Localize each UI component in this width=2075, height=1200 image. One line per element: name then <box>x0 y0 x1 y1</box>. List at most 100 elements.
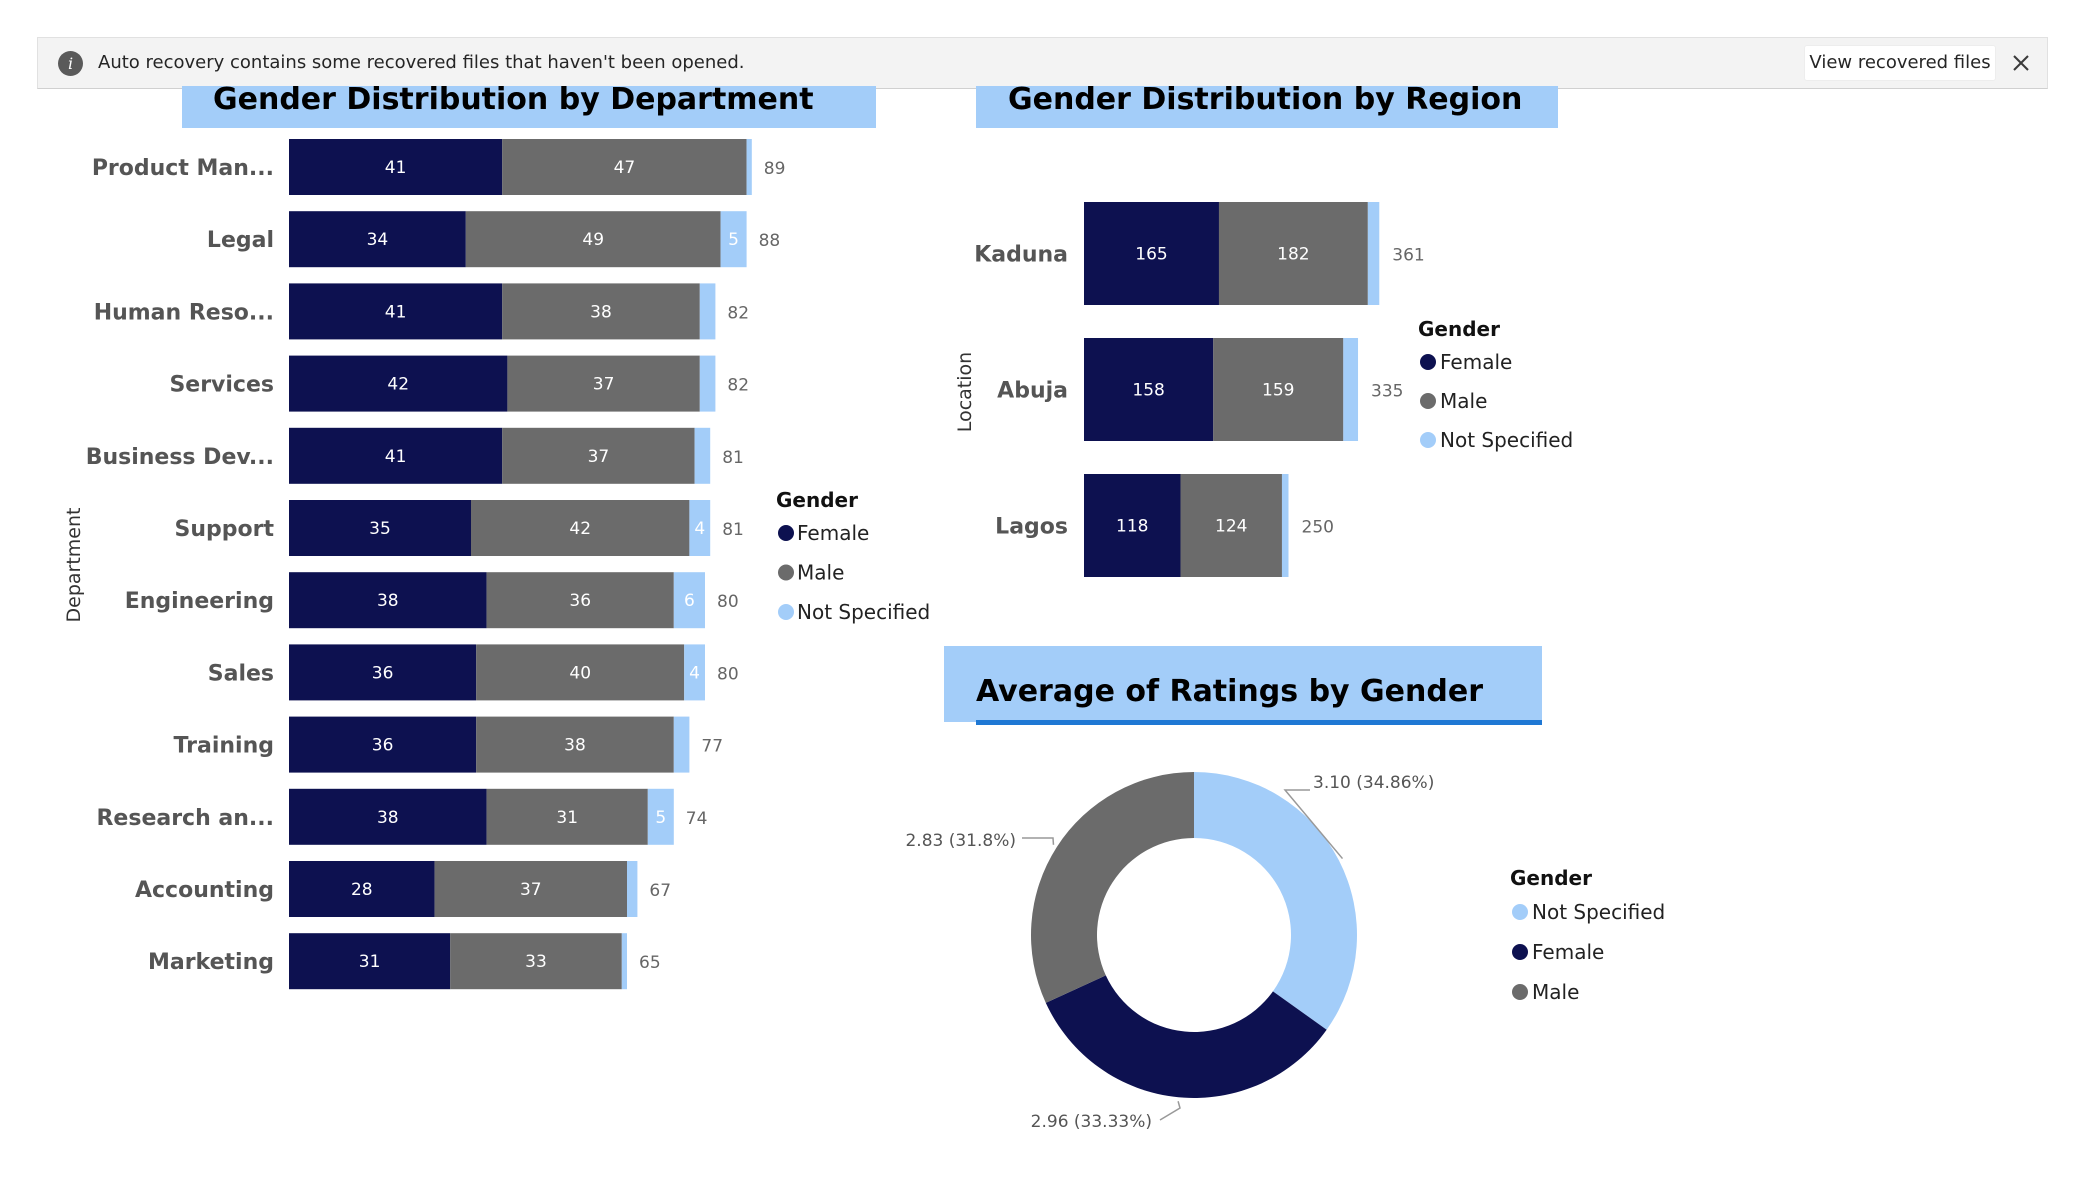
recovery-message: Auto recovery contains some recovered fi… <box>98 52 745 73</box>
donut-leader-line <box>1283 789 1344 860</box>
region-legend-item: Not Specified <box>1440 428 1573 452</box>
department-title-banner <box>182 86 876 128</box>
department-bar-female <box>289 716 477 773</box>
region-title-banner <box>976 86 1558 128</box>
department-bar-not-specified <box>689 500 711 556</box>
region-legend-title: Gender <box>1418 317 1500 341</box>
region-bar-chart: Kaduna 165 182 361 Abuja 158 159 335 Lagos 118 124… <box>954 202 1573 577</box>
view-recovered-files-button[interactable]: View recovered files <box>1804 45 1996 81</box>
region-category-label: Lagos <box>995 515 1068 540</box>
region-bar-female <box>1084 338 1214 441</box>
region-legend-marker <box>1420 393 1436 409</box>
region-legend-item: Female <box>1440 350 1512 374</box>
ratings-legend-title: Gender <box>1510 866 1592 890</box>
department-category-label: Product Man... <box>92 156 274 181</box>
department-category-label: Engineering <box>125 589 274 614</box>
department-category-label: Research an... <box>96 806 274 831</box>
department-category-label: Accounting <box>135 878 274 903</box>
department-total-label: 80 <box>717 592 739 612</box>
department-bar-male <box>502 427 695 484</box>
donut-data-label: 3.10 (34.86%) <box>1313 773 1434 793</box>
department-bar-female <box>289 788 487 845</box>
region-bar-female <box>1084 474 1181 577</box>
department-bar-value-label: 42 <box>387 375 409 395</box>
region-bar-not-specified <box>1367 202 1380 305</box>
region-bar-value-label: 182 <box>1277 245 1309 265</box>
department-bar-value-label: 49 <box>582 230 604 250</box>
department-bar-value-label: 34 <box>367 230 389 250</box>
department-bar-value-label: 33 <box>525 952 547 972</box>
department-total-label: 81 <box>722 520 744 540</box>
department-bar-male <box>507 355 700 412</box>
region-bar-value-label: 158 <box>1132 381 1164 401</box>
department-bar-female <box>289 283 503 340</box>
donut-data-label: 2.96 (33.33%) <box>1031 1112 1152 1132</box>
region-total-label: 361 <box>1392 246 1424 266</box>
department-bar-male <box>465 211 721 268</box>
ratings-legend-marker <box>1512 944 1528 960</box>
department-bar-female <box>289 933 451 990</box>
region-legend-marker <box>1420 432 1436 448</box>
department-bar-value-label: 6 <box>684 591 695 611</box>
department-bar-value-label: 38 <box>377 808 399 828</box>
department-bar-male <box>434 861 627 917</box>
region-bar-male <box>1218 202 1368 305</box>
department-total-label: 80 <box>717 664 739 684</box>
department-bar-value-label: 35 <box>369 519 391 539</box>
region-total-label: 335 <box>1371 382 1403 402</box>
department-total-label: 65 <box>639 953 661 973</box>
department-bar-not-specified <box>627 861 638 917</box>
department-bar-female <box>289 861 435 917</box>
region-total-label: 250 <box>1302 518 1334 538</box>
region-category-label: Abuja <box>997 379 1068 404</box>
department-bar-not-specified <box>746 139 752 195</box>
department-bar-value-label: 37 <box>593 375 615 395</box>
ratings-donut-chart: 3.10 (34.86%) 2.96 (33.33%) 2.83 (31.8%) Ge… <box>905 772 1665 1132</box>
department-legend-marker <box>778 525 794 541</box>
department-category-label: Training <box>174 734 274 759</box>
department-category-label: Marketing <box>148 950 274 975</box>
department-bar-female <box>289 572 487 629</box>
department-bar-not-specified <box>673 572 705 629</box>
department-bar-value-label: 42 <box>569 519 591 539</box>
donut-leader-line <box>1022 837 1055 845</box>
department-bar-not-specified <box>621 933 627 990</box>
department-category-label: Legal <box>207 228 274 253</box>
department-legend-item: Not Specified <box>797 600 930 624</box>
department-bar-male <box>502 139 747 195</box>
department-category-label: Services <box>169 373 274 398</box>
department-bar-value-label: 36 <box>569 591 591 611</box>
region-bar-value-label: 118 <box>1116 517 1148 537</box>
region-bar-value-label: 159 <box>1262 381 1294 401</box>
department-bar-value-label: 31 <box>359 952 381 972</box>
department-bar-value-label: 40 <box>569 663 591 683</box>
department-bar-not-specified <box>694 427 711 484</box>
region-legend-item: Male <box>1440 389 1487 413</box>
region-axis-label: Location <box>954 352 976 432</box>
department-bar-value-label: 5 <box>655 808 666 828</box>
ratings-legend-marker <box>1512 904 1528 920</box>
department-bar-male <box>476 644 685 701</box>
region-bar-male <box>1180 474 1282 577</box>
department-bar-not-specified <box>720 211 747 268</box>
region-bar-value-label: 165 <box>1135 245 1167 265</box>
department-bar-value-label: 37 <box>588 447 610 467</box>
department-total-label: 81 <box>722 448 744 468</box>
department-bar-male <box>450 933 622 990</box>
close-icon[interactable] <box>2008 50 2034 76</box>
department-bar-male <box>502 283 700 340</box>
department-bar-male <box>486 572 674 629</box>
department-bar-value-label: 36 <box>372 736 394 756</box>
ratings-legend-item: Female <box>1532 940 1604 964</box>
department-bar-chart: Product Man... 41 47 89 Legal 34 49 5 88 Human Re… <box>63 139 930 990</box>
department-bar-male <box>486 788 648 845</box>
department-total-label: 67 <box>649 881 671 901</box>
department-bar-value-label: 36 <box>372 663 394 683</box>
department-bar-value-label: 41 <box>385 302 407 322</box>
department-bar-female <box>289 500 471 556</box>
region-bar-female <box>1084 202 1219 305</box>
department-total-label: 74 <box>686 809 708 829</box>
ratings-title-banner <box>944 646 1542 722</box>
